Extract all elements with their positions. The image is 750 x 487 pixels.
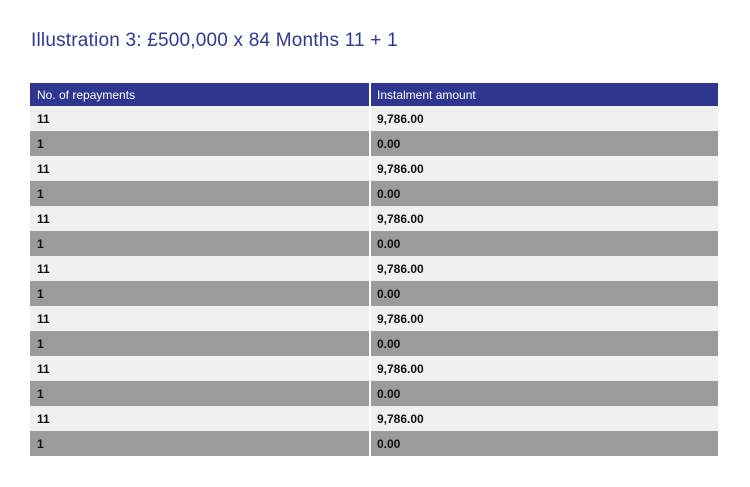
table-row: 1 0.00 xyxy=(30,281,718,306)
no-of-repayments-cell: 11 xyxy=(30,356,371,381)
no-of-repayments-cell: 1 xyxy=(30,231,371,256)
instalment-amount-cell: 0.00 xyxy=(377,136,401,151)
no-of-repayments-cell: 1 xyxy=(30,281,371,306)
instalment-amount-cell: 9,786.00 xyxy=(377,411,424,426)
no-of-repayments-cell: 11 xyxy=(30,156,371,181)
no-of-repayments-cell: 1 xyxy=(30,431,371,456)
instalment-amount-cell: 0.00 xyxy=(377,286,401,301)
no-of-repayments-cell: 1 xyxy=(30,331,371,356)
no-of-repayments-cell: 1 xyxy=(30,181,371,206)
table-row: 11 9,786.00 xyxy=(30,106,718,131)
table-row: 1 0.00 xyxy=(30,181,718,206)
no-of-repayments-cell: 1 xyxy=(30,381,371,406)
table-header-row: No. of repayments Instalment amount xyxy=(30,83,718,106)
table-row: 1 0.00 xyxy=(30,381,718,406)
table-row: 11 9,786.00 xyxy=(30,406,718,431)
column-header-no-of-repayments: No. of repayments xyxy=(30,83,371,106)
instalment-amount-cell: 9,786.00 xyxy=(377,361,424,376)
table-row: 11 9,786.00 xyxy=(30,206,718,231)
table-row: 11 9,786.00 xyxy=(30,356,718,381)
instalment-amount-cell: 0.00 xyxy=(377,336,401,351)
instalment-amount-cell: 9,786.00 xyxy=(377,161,424,176)
no-of-repayments-cell: 11 xyxy=(30,106,371,131)
table-row: 1 0.00 xyxy=(30,331,718,356)
no-of-repayments-cell: 11 xyxy=(30,406,371,431)
table-body: 11 9,786.00 1 0.00 11 9,786.00 1 0.00 11 9,786.00… xyxy=(30,106,718,456)
instalment-amount-cell: 0.00 xyxy=(377,386,401,401)
instalment-amount-cell: 9,786.00 xyxy=(377,211,424,226)
no-of-repayments-cell: 11 xyxy=(30,206,371,231)
table-row: 1 0.00 xyxy=(30,231,718,256)
instalment-amount-cell: 9,786.00 xyxy=(377,311,424,326)
instalment-amount-cell: 0.00 xyxy=(377,236,401,251)
column-header-instalment-amount: Instalment amount xyxy=(377,87,476,102)
page-title: Illustration 3: £500,000 x 84 Months 11 … xyxy=(31,30,398,51)
table-row: 1 0.00 xyxy=(30,131,718,156)
instalment-amount-cell: 9,786.00 xyxy=(377,261,424,276)
repayment-schedule-table: No. of repayments Instalment amount 11 9,… xyxy=(30,83,718,456)
table-row: 1 0.00 xyxy=(30,431,718,456)
instalment-amount-cell: 9,786.00 xyxy=(377,111,424,126)
no-of-repayments-cell: 1 xyxy=(30,131,371,156)
instalment-amount-cell: 0.00 xyxy=(377,436,401,451)
no-of-repayments-cell: 11 xyxy=(30,256,371,281)
table-row: 11 9,786.00 xyxy=(30,306,718,331)
no-of-repayments-cell: 11 xyxy=(30,306,371,331)
table-row: 11 9,786.00 xyxy=(30,256,718,281)
table-row: 11 9,786.00 xyxy=(30,156,718,181)
instalment-amount-cell: 0.00 xyxy=(377,186,401,201)
